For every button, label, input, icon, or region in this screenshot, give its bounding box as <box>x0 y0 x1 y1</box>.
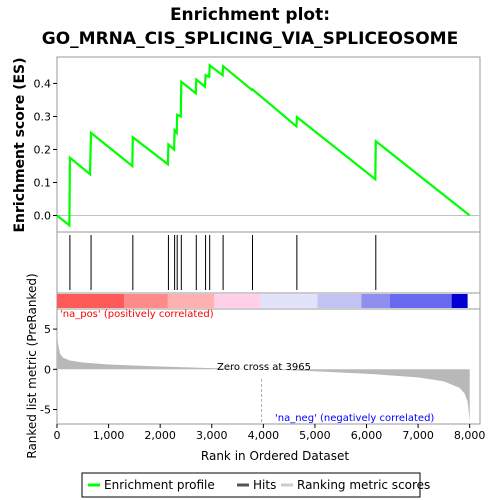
hits-frame <box>57 232 480 293</box>
heatbar-segment <box>124 294 168 308</box>
metric-axis-title: Ranked list metric (PreRanked) <box>25 273 39 458</box>
neg-correlated-label: 'na_neg' (negatively correlated) <box>275 413 434 424</box>
xtick-label: 7,000 <box>402 429 434 442</box>
es-ytick-label: 0.1 <box>34 176 52 189</box>
es-ytick-label: 0.3 <box>34 110 52 123</box>
plot-title-line2: GO_MRNA_CIS_SPLICING_VIA_SPLICEOSOME <box>42 29 458 49</box>
xtick-label: 0 <box>54 429 61 442</box>
heatbar-segment <box>168 294 214 308</box>
heatbar-segment <box>214 294 260 308</box>
plot-title-line1: Enrichment plot: <box>170 5 330 25</box>
legend: Enrichment profile Hits Ranking metric s… <box>82 473 430 497</box>
enrichment-frame <box>57 57 480 232</box>
hits-panel <box>57 232 480 293</box>
legend-label-enrichment: Enrichment profile <box>104 478 215 492</box>
pos-correlated-label: 'na_pos' (positively correlated) <box>60 309 214 320</box>
heatbar-segment <box>361 294 389 308</box>
xtick-label: 6,000 <box>351 429 383 442</box>
x-ticks: 0 1,000 2,000 3,000 4,000 5,000 6,000 7,000 8,00… <box>54 424 486 442</box>
xtick-label: 3,000 <box>196 429 228 442</box>
xtick-label: 5,000 <box>299 429 331 442</box>
xtick-label: 4,000 <box>248 429 280 442</box>
legend-label-ranking: Ranking metric scores <box>297 478 430 492</box>
heatbar-segment <box>261 294 318 308</box>
es-ytick-label: 0.0 <box>34 209 52 222</box>
metric-ytick-label: -5 <box>40 404 51 417</box>
xtick-label: 2,000 <box>144 429 176 442</box>
heatbar-segment <box>390 294 452 308</box>
metric-ytick-label: 0 <box>44 363 51 376</box>
es-ytick-label: 0.2 <box>34 143 52 156</box>
metric-y-ticks: -5 0 5 <box>40 323 57 416</box>
legend-item-ranking: Ranking metric scores <box>281 478 430 492</box>
xtick-label: 1,000 <box>93 429 125 442</box>
heatbar-segment <box>452 294 468 308</box>
x-axis-title: Rank in Ordered Dataset <box>201 449 349 463</box>
legend-item-enrichment: Enrichment profile <box>88 478 215 492</box>
ranking-heatbar <box>57 293 480 309</box>
heatbar-segment <box>318 294 362 308</box>
enrichment-panel: Enrichment score (ES) 0.0 0.1 0.2 0.3 0.4 <box>12 57 480 233</box>
es-y-ticks: 0.0 0.1 0.2 0.3 0.4 <box>34 77 58 222</box>
heatbar-segment <box>57 294 124 308</box>
es-axis-title: Enrichment score (ES) <box>12 57 28 232</box>
heatbar-segments <box>57 294 468 308</box>
legend-label-hits: Hits <box>253 478 276 492</box>
es-ytick-label: 0.4 <box>34 77 52 90</box>
xtick-label: 8,000 <box>454 429 486 442</box>
metric-ytick-label: 5 <box>44 323 51 336</box>
zero-cross-label: Zero cross at 3965 <box>217 362 311 373</box>
